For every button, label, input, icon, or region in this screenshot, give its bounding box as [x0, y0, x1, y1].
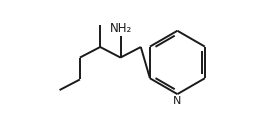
Text: N: N	[173, 96, 182, 106]
Text: NH₂: NH₂	[109, 22, 132, 35]
